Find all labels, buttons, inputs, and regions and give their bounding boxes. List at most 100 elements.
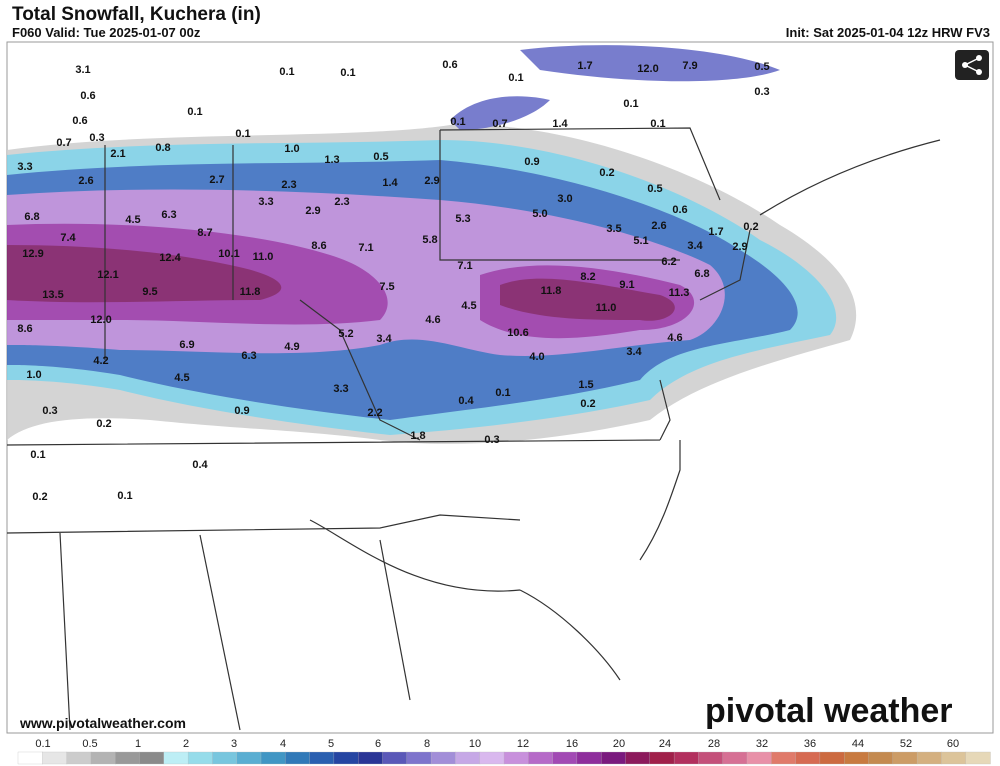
snowfall-label: 0.4	[192, 459, 208, 471]
snowfall-label: 2.9	[424, 175, 439, 187]
snowfall-label: 12.0	[637, 63, 658, 75]
legend-tick-label: 0.1	[35, 738, 50, 750]
legend-swatch	[236, 751, 262, 765]
snowfall-label: 4.5	[461, 300, 476, 312]
legend-swatch	[430, 751, 457, 765]
website[interactable]: www.pivotalweather.com	[19, 715, 186, 731]
snowfall-label: 1.7	[708, 226, 723, 238]
snowfall-label: 2.9	[305, 205, 320, 217]
snowfall-label: 0.1	[235, 128, 250, 140]
snowfall-label: 7.5	[379, 281, 394, 293]
snowfall-label: 0.1	[187, 106, 202, 118]
legend-swatch	[285, 751, 311, 765]
snowfall-label: 0.3	[484, 434, 499, 446]
snowfall-label: 1.0	[284, 143, 299, 155]
snowfall-label: 2.9	[732, 241, 747, 253]
legend-swatch	[455, 751, 481, 765]
legend-swatch	[139, 751, 165, 765]
legend-swatch	[649, 751, 675, 765]
snowfall-label: 0.1	[650, 118, 665, 130]
legend-tick-label: 12	[517, 738, 529, 750]
snowfall-label: 12.4	[159, 252, 181, 264]
legend-swatch	[771, 751, 797, 765]
snowfall-label: 2.6	[78, 175, 93, 187]
legend-swatch	[66, 751, 92, 765]
snowfall-label: 0.7	[56, 137, 71, 149]
snowfall-label: 0.4	[458, 395, 474, 407]
snowfall-label: 5.8	[422, 234, 437, 246]
snow-bands	[7, 45, 857, 444]
snowfall-label: 6.9	[179, 339, 194, 351]
legend-tick-label: 5	[328, 738, 334, 750]
snowfall-label: 7.1	[457, 260, 472, 272]
legend-swatch	[406, 751, 432, 765]
legend-tick-label: 28	[708, 738, 720, 750]
legend-tick-label: 44	[852, 738, 864, 750]
snowfall-label: 2.7	[209, 174, 224, 186]
snowfall-label: 0.2	[580, 398, 595, 410]
snowfall-label: 4.9	[284, 341, 299, 353]
snowfall-label: 8.6	[311, 240, 326, 252]
legend-swatch	[576, 751, 602, 765]
snowfall-label: 1.7	[577, 60, 592, 72]
legend-swatch	[746, 751, 772, 765]
legend-tick-label: 8	[424, 738, 430, 750]
snowfall-label: 11.0	[253, 251, 274, 263]
snowfall-label: 2.6	[651, 220, 666, 232]
snowfall-label: 0.1	[117, 490, 132, 502]
legend-tick-label: 60	[947, 738, 959, 750]
snowfall-label: 8.6	[17, 323, 32, 335]
snowfall-label: 2.3	[281, 179, 296, 191]
snowfall-label: 0.6	[80, 90, 95, 102]
snowfall-label: 3.4	[626, 346, 642, 358]
legend-swatch	[187, 751, 214, 765]
valid-time: F060 Valid: Tue 2025-01-07 00z	[12, 25, 201, 40]
legend-swatch	[358, 751, 384, 765]
legend-swatch	[916, 751, 943, 765]
snowfall-label: 6.2	[661, 256, 676, 268]
snowfall-label: 3.3	[258, 196, 273, 208]
snowfall-label: 12.0	[90, 314, 111, 326]
legend-swatch	[698, 751, 724, 765]
legend-tick-label: 36	[804, 738, 816, 750]
legend-swatch	[625, 751, 651, 765]
share-button[interactable]	[955, 50, 989, 80]
snowfall-label: 1.5	[578, 379, 593, 391]
legend-swatch	[333, 751, 359, 765]
legend-tick-label: 6	[375, 738, 381, 750]
map-title: Total Snowfall, Kuchera (in)	[12, 4, 261, 25]
snowfall-label: 12.9	[22, 248, 43, 260]
snowfall-label: 6.3	[241, 350, 256, 362]
snowfall-label: 2.2	[367, 407, 382, 419]
legend-swatch	[115, 751, 141, 765]
snowfall-label: 5.0	[532, 208, 547, 220]
snowfall-label: 0.9	[524, 156, 539, 168]
legend-tick-label: 0.5	[82, 738, 97, 750]
snowfall-label: 0.1	[623, 98, 638, 110]
legend-swatch	[965, 751, 991, 765]
legend-swatch	[673, 751, 700, 765]
logo: pivotal weather	[705, 692, 953, 730]
snowfall-label: 0.6	[672, 204, 687, 216]
snowfall-label: 1.0	[26, 369, 41, 381]
legend-swatch	[17, 751, 43, 765]
legend-swatch	[868, 751, 894, 765]
snowfall-label: 3.4	[687, 240, 703, 252]
snowfall-label: 10.1	[218, 248, 239, 260]
snowfall-label: 5.2	[338, 328, 353, 340]
snowfall-label: 9.5	[142, 286, 157, 298]
snowfall-label: 4.6	[667, 332, 682, 344]
legend-tick-label: 4	[280, 738, 286, 750]
snowfall-label: 7.4	[60, 232, 76, 244]
snowfall-label: 3.1	[75, 64, 90, 76]
snowfall-label: 1.4	[382, 177, 398, 189]
snowfall-label: 1.8	[410, 430, 425, 442]
snowfall-label: 0.3	[89, 132, 104, 144]
legend-swatch	[844, 751, 870, 765]
legend-swatch	[212, 751, 238, 765]
legend-swatch	[892, 751, 918, 765]
snowfall-label: 0.3	[754, 86, 769, 98]
snowfall-label: 0.6	[72, 115, 87, 127]
